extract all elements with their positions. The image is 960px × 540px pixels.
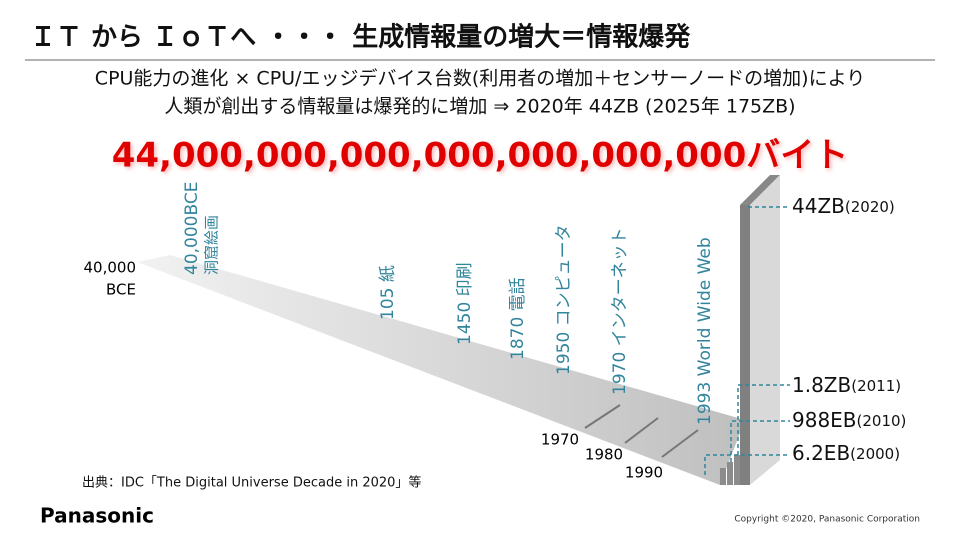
leader xyxy=(737,384,790,455)
headline: 44,000,000,000,000,000,000,000バイト xyxy=(112,136,849,176)
milestone: 1993 World Wide Web xyxy=(695,237,715,425)
leader xyxy=(730,420,790,462)
volume: 988EB(2010) xyxy=(792,408,906,432)
volume-amount: 988EB xyxy=(792,408,857,432)
milestone: 1870 電話 xyxy=(508,277,528,360)
volume-amount: 6.2EB xyxy=(792,441,850,465)
milestone: 1450 印刷 xyxy=(455,262,475,345)
milestone-year: 1870 xyxy=(508,317,528,360)
start-label: 40,000 xyxy=(84,259,137,277)
milestone-year: 1993 xyxy=(695,382,715,425)
volume-year: (2010) xyxy=(857,412,907,430)
source: 出典：IDC「The Digital Universe Decade in 20… xyxy=(82,475,421,491)
decade-line xyxy=(661,429,699,458)
volume: 6.2EB(2000) xyxy=(792,441,900,465)
title: ＩＴ から ＩｏＴへ ・・・ 生成情報量の増大＝情報爆発 xyxy=(30,23,691,53)
milestone-label: 紙 xyxy=(378,265,398,282)
volume-year: (2000) xyxy=(850,445,900,463)
bar-front xyxy=(740,205,750,485)
milestone: 1970 インターネット xyxy=(610,227,630,395)
volume-year: (2011) xyxy=(851,377,901,395)
start-label: BCE xyxy=(106,281,136,299)
ramp-surface xyxy=(137,255,745,485)
volume-amount: 44ZB xyxy=(792,194,845,218)
volume: 44ZB(2020) xyxy=(792,194,895,218)
milestone-label: 電話 xyxy=(508,277,528,311)
small-bar xyxy=(734,455,740,485)
decade-label: 1990 xyxy=(625,464,663,482)
ramp xyxy=(137,175,780,485)
decade-line xyxy=(584,404,621,429)
copyright: Copyright ©2020, Panasonic Corporation xyxy=(734,515,920,525)
brand: Panasonic xyxy=(40,504,154,528)
subtitle-line: CPU能力の進化 × CPU/エッジデバイス台数(利用者の増加＋センサーノードの… xyxy=(95,68,865,90)
milestone-year: 1950 xyxy=(554,332,574,375)
milestone-label: 洞窟絵画 xyxy=(203,215,221,275)
bar-side xyxy=(750,175,780,485)
milestone: 105 紙 xyxy=(378,265,398,320)
milestones: 40,000BCE 洞窟絵画 105 紙 1450 印刷 1870 電話 195… xyxy=(182,182,715,425)
decade-line xyxy=(624,417,659,444)
leaders xyxy=(704,206,790,475)
milestone-label: World Wide Web xyxy=(695,237,715,376)
volume-year: (2020) xyxy=(845,198,895,216)
milestone-year: 1450 xyxy=(455,302,475,345)
milestone-year: 105 xyxy=(378,288,398,320)
decade-label: 1980 xyxy=(585,446,623,464)
volume-amount: 1.8ZB xyxy=(792,373,851,397)
decade-label: 1970 xyxy=(541,431,579,449)
milestone-year: 40,000BCE xyxy=(182,182,202,275)
subtitle-line: 人類が創出する情報量は爆発的に増加 ⇒ 2020年 44ZB (2025年 17… xyxy=(164,96,795,118)
milestone-label: 印刷 xyxy=(455,262,475,296)
milestone-label: インターネット xyxy=(610,227,630,346)
volume: 1.8ZB(2011) xyxy=(792,373,901,397)
milestone-label: コンピュータ xyxy=(554,224,574,326)
bar-top xyxy=(740,175,780,205)
small-bar xyxy=(720,468,726,485)
milestone: 1950 コンピュータ xyxy=(554,224,574,375)
small-bar xyxy=(727,462,733,485)
milestone-year: 1970 xyxy=(610,352,630,395)
